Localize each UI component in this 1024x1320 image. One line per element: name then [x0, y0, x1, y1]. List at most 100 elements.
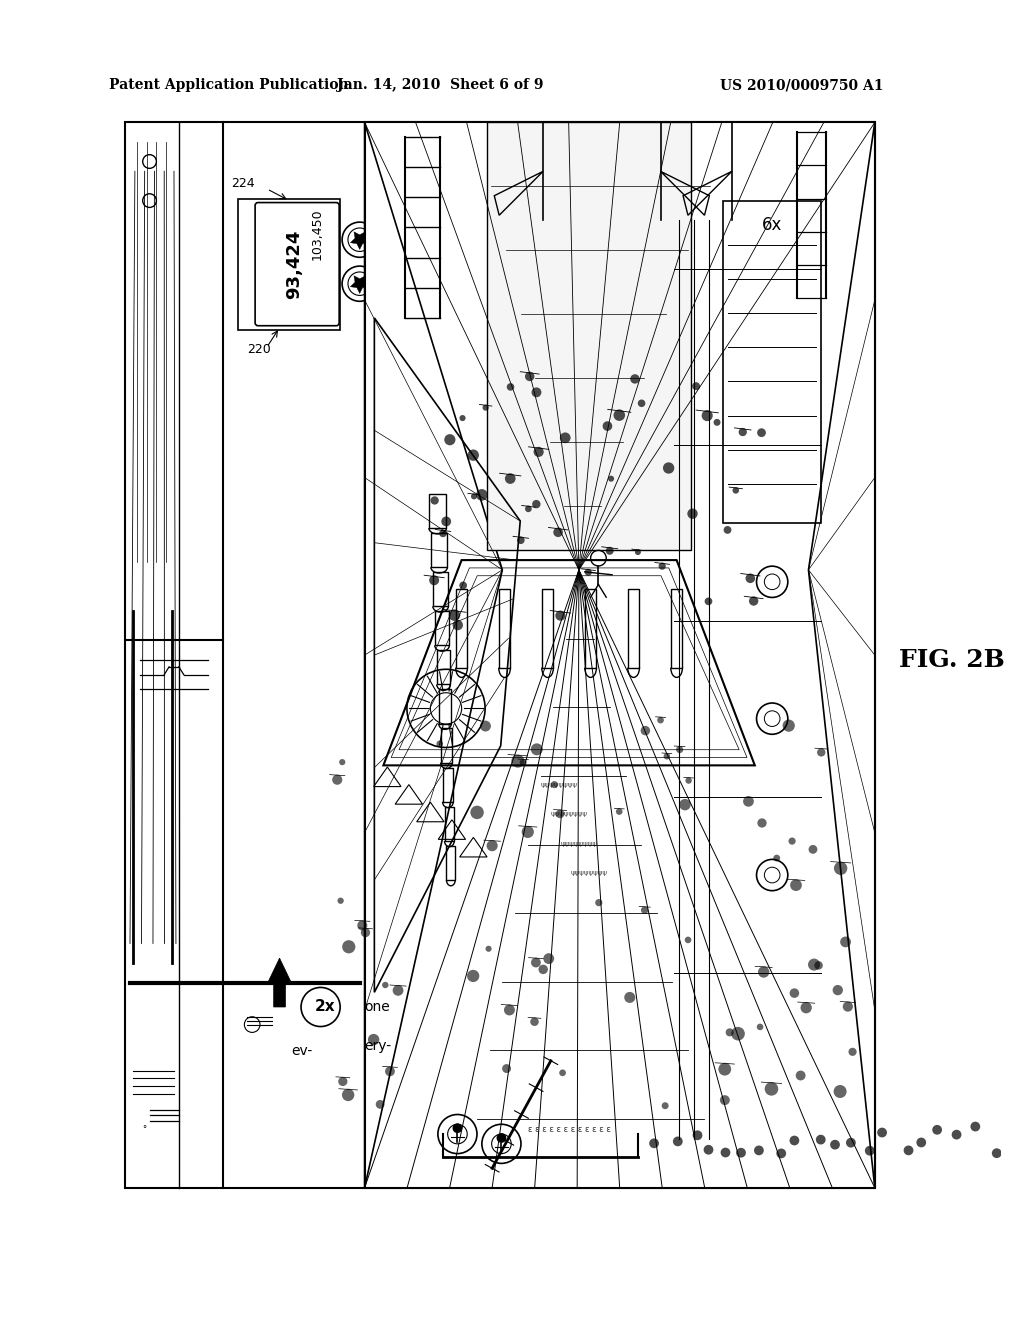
Circle shape: [519, 759, 526, 766]
Polygon shape: [350, 276, 369, 293]
Circle shape: [663, 462, 675, 474]
Circle shape: [796, 1071, 806, 1081]
Circle shape: [833, 985, 843, 995]
Circle shape: [525, 506, 531, 512]
Circle shape: [539, 965, 548, 974]
Circle shape: [765, 1082, 778, 1096]
Circle shape: [685, 777, 692, 784]
Circle shape: [630, 374, 640, 384]
Bar: [365, 123, 874, 1188]
Circle shape: [553, 528, 563, 537]
Circle shape: [738, 428, 746, 436]
Circle shape: [849, 1048, 857, 1056]
Text: 220: 220: [247, 343, 271, 355]
Circle shape: [453, 1123, 462, 1133]
Circle shape: [608, 475, 614, 482]
Circle shape: [504, 1005, 515, 1015]
Circle shape: [511, 755, 524, 768]
Circle shape: [525, 372, 535, 381]
Circle shape: [992, 1148, 1001, 1158]
Text: 2x: 2x: [315, 999, 336, 1015]
Circle shape: [485, 945, 492, 952]
FancyBboxPatch shape: [255, 202, 339, 326]
Circle shape: [719, 1063, 731, 1076]
Circle shape: [745, 573, 755, 583]
Polygon shape: [268, 958, 291, 1007]
Circle shape: [834, 862, 847, 875]
Circle shape: [534, 446, 544, 457]
Circle shape: [834, 1085, 847, 1098]
Circle shape: [342, 1089, 354, 1101]
Circle shape: [743, 796, 754, 807]
Circle shape: [342, 222, 377, 257]
Circle shape: [726, 1028, 734, 1036]
Circle shape: [721, 1147, 730, 1158]
Circle shape: [816, 1135, 825, 1144]
Text: ψψψψψψψψ: ψψψψψψψψ: [541, 781, 578, 788]
Circle shape: [843, 1002, 853, 1011]
Circle shape: [664, 752, 670, 759]
Circle shape: [530, 1018, 539, 1026]
Circle shape: [790, 1135, 800, 1146]
Circle shape: [932, 1125, 942, 1135]
Circle shape: [476, 490, 487, 500]
Circle shape: [638, 400, 645, 407]
Circle shape: [679, 799, 691, 810]
Text: ψψψψψψψψ: ψψψψψψψψ: [560, 841, 597, 846]
Circle shape: [773, 854, 780, 862]
Circle shape: [641, 726, 650, 735]
Text: ψψψψψψψψ: ψψψψψψψψ: [570, 870, 607, 876]
Circle shape: [482, 404, 488, 411]
Circle shape: [951, 1130, 962, 1139]
Bar: [433, 572, 449, 606]
Circle shape: [532, 500, 541, 508]
Circle shape: [809, 845, 817, 854]
Circle shape: [658, 562, 666, 570]
Circle shape: [360, 928, 370, 937]
Text: ε ε ε ε ε ε ε ε ε ε ε ε: ε ε ε ε ε ε ε ε ε ε ε ε: [527, 1125, 610, 1134]
Circle shape: [449, 610, 460, 620]
Circle shape: [338, 898, 344, 904]
Circle shape: [382, 982, 388, 989]
Circle shape: [801, 1002, 812, 1014]
Bar: [440, 729, 453, 763]
Circle shape: [530, 743, 543, 755]
Circle shape: [444, 434, 456, 445]
Circle shape: [758, 818, 767, 828]
Circle shape: [724, 527, 731, 533]
Bar: [671, 590, 682, 668]
Circle shape: [531, 957, 541, 968]
Circle shape: [468, 449, 479, 461]
Circle shape: [556, 809, 564, 818]
Circle shape: [916, 1138, 926, 1147]
Circle shape: [338, 1077, 347, 1086]
Circle shape: [602, 421, 612, 430]
Circle shape: [606, 546, 613, 554]
Circle shape: [441, 516, 452, 527]
Circle shape: [657, 717, 664, 723]
Circle shape: [782, 719, 795, 731]
Bar: [444, 807, 455, 841]
Circle shape: [903, 1146, 913, 1155]
Circle shape: [585, 569, 592, 576]
Text: ery-: ery-: [365, 1039, 392, 1053]
Bar: [446, 846, 456, 880]
Circle shape: [758, 966, 769, 978]
Circle shape: [480, 721, 490, 731]
Circle shape: [754, 1146, 764, 1155]
Bar: [499, 590, 510, 668]
Circle shape: [559, 1069, 566, 1076]
Circle shape: [814, 961, 823, 970]
Circle shape: [731, 1027, 744, 1040]
Circle shape: [544, 953, 554, 964]
Circle shape: [385, 1067, 395, 1076]
Text: one: one: [365, 1001, 390, 1014]
Circle shape: [757, 1023, 763, 1030]
Circle shape: [430, 496, 439, 504]
Circle shape: [616, 808, 623, 814]
Circle shape: [502, 1064, 511, 1073]
Bar: [542, 590, 553, 668]
Circle shape: [555, 611, 565, 620]
Circle shape: [830, 1139, 840, 1150]
Circle shape: [635, 549, 641, 556]
